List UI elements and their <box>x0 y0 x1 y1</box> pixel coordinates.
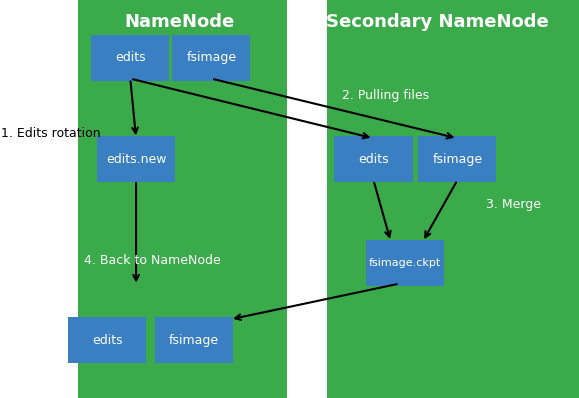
FancyBboxPatch shape <box>173 35 250 80</box>
Text: edits: edits <box>115 51 145 64</box>
FancyBboxPatch shape <box>418 136 496 182</box>
Text: fsimage: fsimage <box>186 51 236 64</box>
Bar <box>78 0 287 398</box>
Text: edits.new: edits.new <box>106 153 166 166</box>
Text: 4. Back to NameNode: 4. Back to NameNode <box>84 254 221 267</box>
Text: edits: edits <box>92 334 122 347</box>
Bar <box>327 0 579 398</box>
Text: 3. Merge: 3. Merge <box>486 199 541 211</box>
Text: NameNode: NameNode <box>124 13 234 31</box>
FancyBboxPatch shape <box>366 240 445 286</box>
Text: fsimage.ckpt: fsimage.ckpt <box>369 258 441 268</box>
Text: fsimage: fsimage <box>433 153 482 166</box>
Text: Secondary NameNode: Secondary NameNode <box>326 13 548 31</box>
FancyBboxPatch shape <box>68 318 146 363</box>
Text: fsimage: fsimage <box>169 334 219 347</box>
Text: 1. Edits rotation: 1. Edits rotation <box>1 127 101 140</box>
FancyBboxPatch shape <box>91 35 169 80</box>
FancyBboxPatch shape <box>155 318 233 363</box>
Text: edits: edits <box>358 153 389 166</box>
FancyBboxPatch shape <box>335 136 412 182</box>
Text: 2. Pulling files: 2. Pulling files <box>342 89 428 102</box>
FancyBboxPatch shape <box>97 136 175 182</box>
